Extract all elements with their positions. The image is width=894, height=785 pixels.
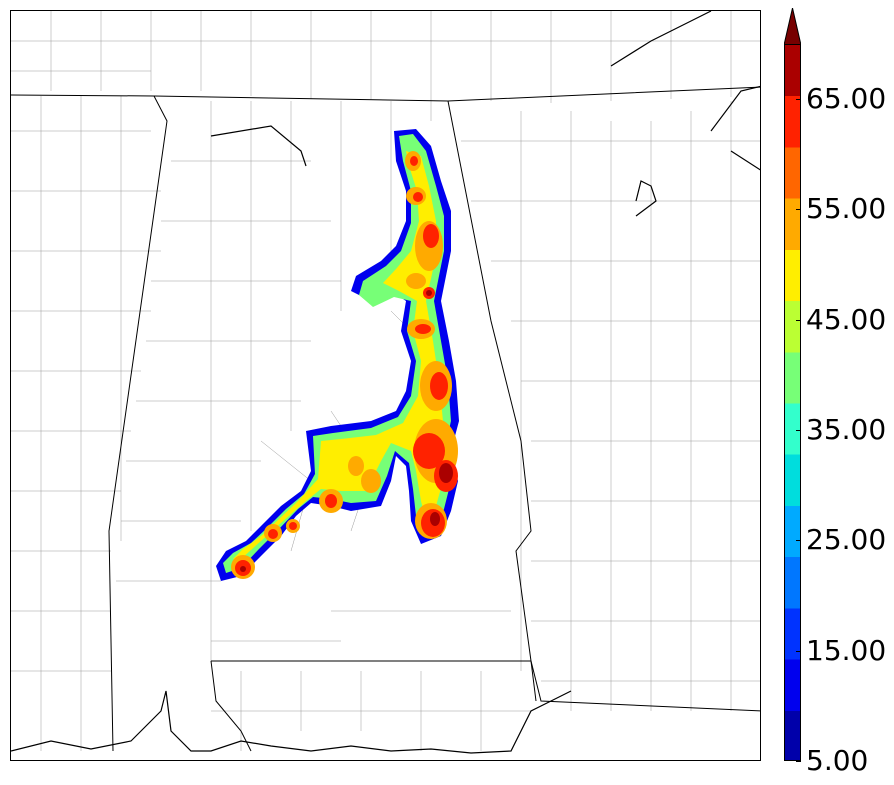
- colorbar-tick-label: 35.00: [806, 413, 887, 446]
- colorbar-tick-mark: [796, 651, 801, 652]
- colorbar-tick-mark: [796, 209, 801, 210]
- state-borders: [11, 86, 760, 752]
- colorbar-extend-arrow: [784, 8, 801, 45]
- field-darkred-cells: [240, 290, 453, 572]
- map-panel: [10, 10, 761, 761]
- colorbar-tick-mark: [796, 540, 801, 541]
- colorbar-tick-mark: [796, 320, 801, 321]
- map-canvas: [11, 11, 760, 754]
- colorbar-tick-mark: [796, 430, 801, 431]
- county-borders: [11, 11, 760, 751]
- colorbar-tick-label: 15.00: [806, 634, 887, 667]
- colorbar-tick-label: 25.00: [806, 523, 887, 556]
- precip-field: [216, 129, 459, 581]
- colorbar-tick-label: 65.00: [806, 82, 887, 115]
- coastlines: [11, 11, 760, 754]
- colorbar-tick-label: 5.00: [806, 744, 869, 777]
- colorbar: [784, 44, 801, 761]
- colorbar-tick-label: 45.00: [806, 303, 887, 336]
- field-outer-band: [216, 129, 459, 581]
- colorbar-tick-mark: [796, 99, 801, 100]
- colorbar-tick-label: 55.00: [806, 192, 887, 225]
- colorbar-tick-mark: [796, 761, 801, 762]
